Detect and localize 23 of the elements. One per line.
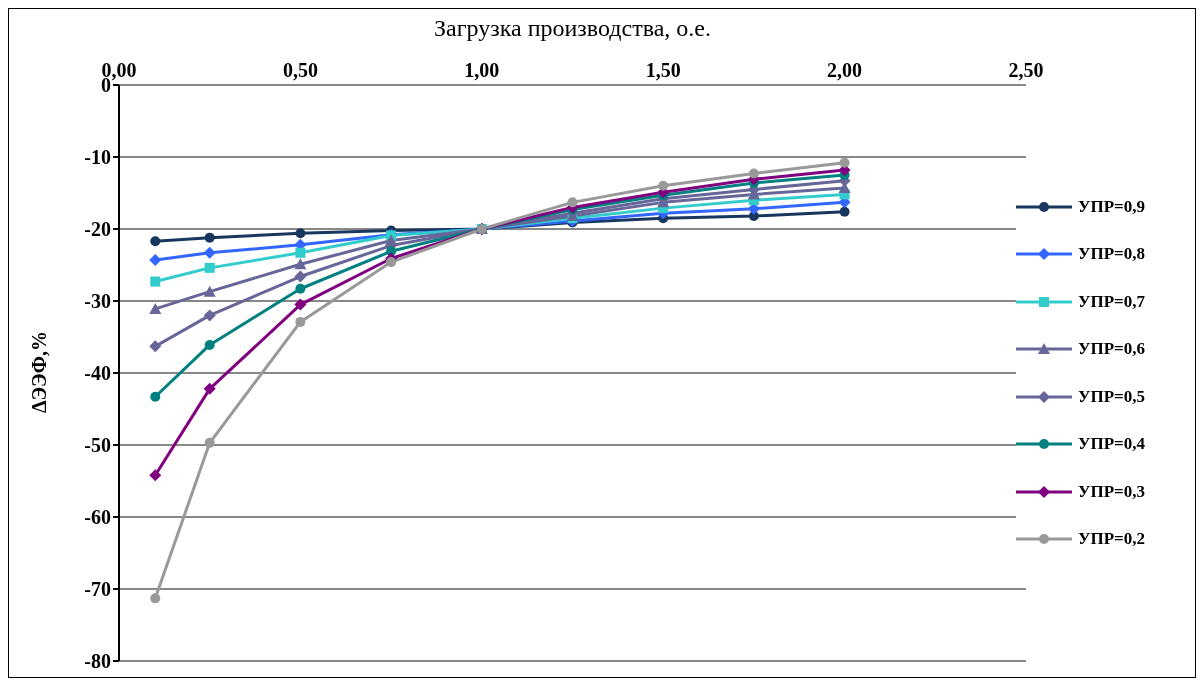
y-tick-label: -70 bbox=[84, 578, 111, 601]
legend-label: УПР=0,7 bbox=[1077, 291, 1145, 312]
x-tick-label: 1,50 bbox=[645, 59, 681, 81]
legend-label: УПР=0,6 bbox=[1077, 339, 1145, 360]
x-axis-title: Загрузка производства, о.е. bbox=[434, 15, 711, 42]
y-axis-title: ΔЭЭФ,% bbox=[28, 331, 51, 413]
legend-label: УПР=0,2 bbox=[1077, 529, 1145, 550]
legend-label: УПР=0,9 bbox=[1077, 196, 1145, 217]
y-tick-label: -50 bbox=[84, 434, 111, 457]
x-tick-label: 0,50 bbox=[282, 59, 318, 81]
legend-label: УПР=0,4 bbox=[1077, 434, 1145, 455]
x-tick-label: 2,50 bbox=[1008, 59, 1044, 81]
y-tick-label: -60 bbox=[84, 506, 111, 529]
y-tick-label: -30 bbox=[84, 290, 111, 313]
y-tick-label: -40 bbox=[84, 362, 111, 385]
y-tick-label: -10 bbox=[84, 146, 111, 169]
y-tick-label: -80 bbox=[84, 650, 111, 673]
x-tick-label: 1,00 bbox=[464, 59, 500, 81]
y-tick-label: -20 bbox=[84, 218, 111, 241]
legend-label: УПР=0,8 bbox=[1077, 244, 1145, 265]
legend-label: УПР=0,5 bbox=[1077, 386, 1145, 407]
legend-label: УПР=0,3 bbox=[1077, 481, 1145, 502]
x-tick-label: 2,00 bbox=[827, 59, 863, 81]
